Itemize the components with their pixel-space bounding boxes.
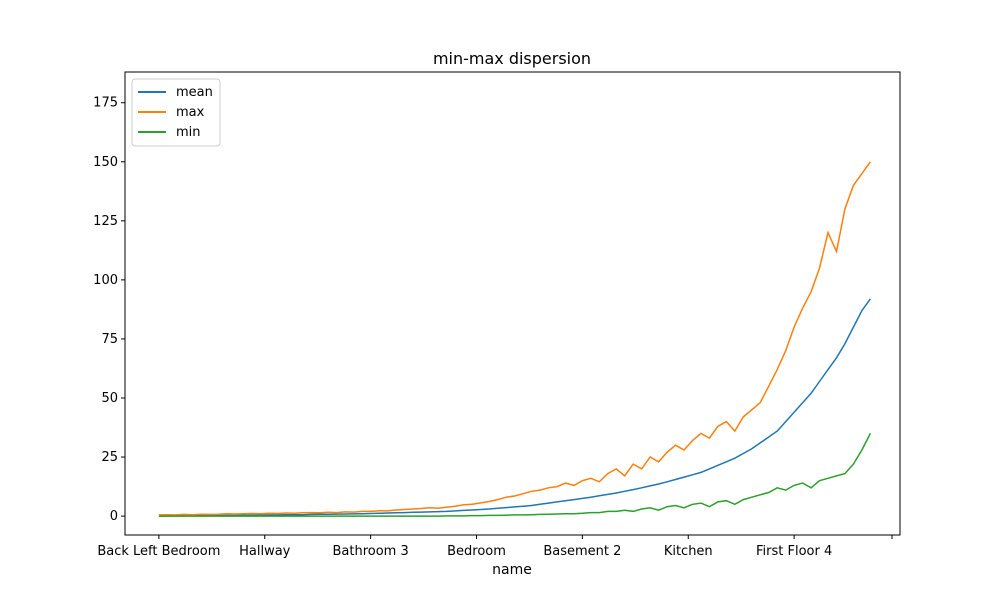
legend-layer: mean max min (131, 78, 221, 147)
x-tick-label: Bedroom (447, 544, 506, 559)
x-tick-label: Kitchen (664, 544, 713, 559)
y-tick-label: 150 (93, 155, 118, 170)
x-tick-label: Back Left Bedroom (97, 544, 220, 559)
y-tick-label: 0 (110, 509, 118, 524)
legend-label-max: max (176, 105, 205, 120)
x-tick-label: Bathroom 3 (332, 544, 408, 559)
y-tick-label: 25 (101, 450, 118, 465)
chart-title: min-max dispersion (433, 49, 591, 68)
y-tick-label: 175 (93, 96, 118, 111)
series-line-mean (158, 298, 872, 517)
x-axis-label: name (492, 562, 532, 578)
x-tick-label: First Floor 4 (756, 544, 832, 559)
legend-label-min: min (176, 125, 201, 140)
x-tick-label: Hallway (239, 544, 291, 559)
axes-layer: 0 25 50 75 100 125 150 175 Back Left Bedroom Hall… (93, 71, 901, 559)
y-tick-label: 100 (93, 273, 118, 288)
legend-label-mean: mean (176, 85, 213, 100)
series-line-min (158, 433, 872, 517)
plot-layer (158, 161, 872, 517)
series-line-max (158, 161, 872, 516)
y-tick-label: 75 (101, 332, 118, 347)
y-tick-label: 50 (101, 391, 118, 406)
plot-frame (124, 71, 901, 536)
y-tick-label: 125 (93, 214, 118, 229)
x-tick-label: Basement 2 (543, 544, 621, 559)
legend-box (131, 78, 221, 147)
